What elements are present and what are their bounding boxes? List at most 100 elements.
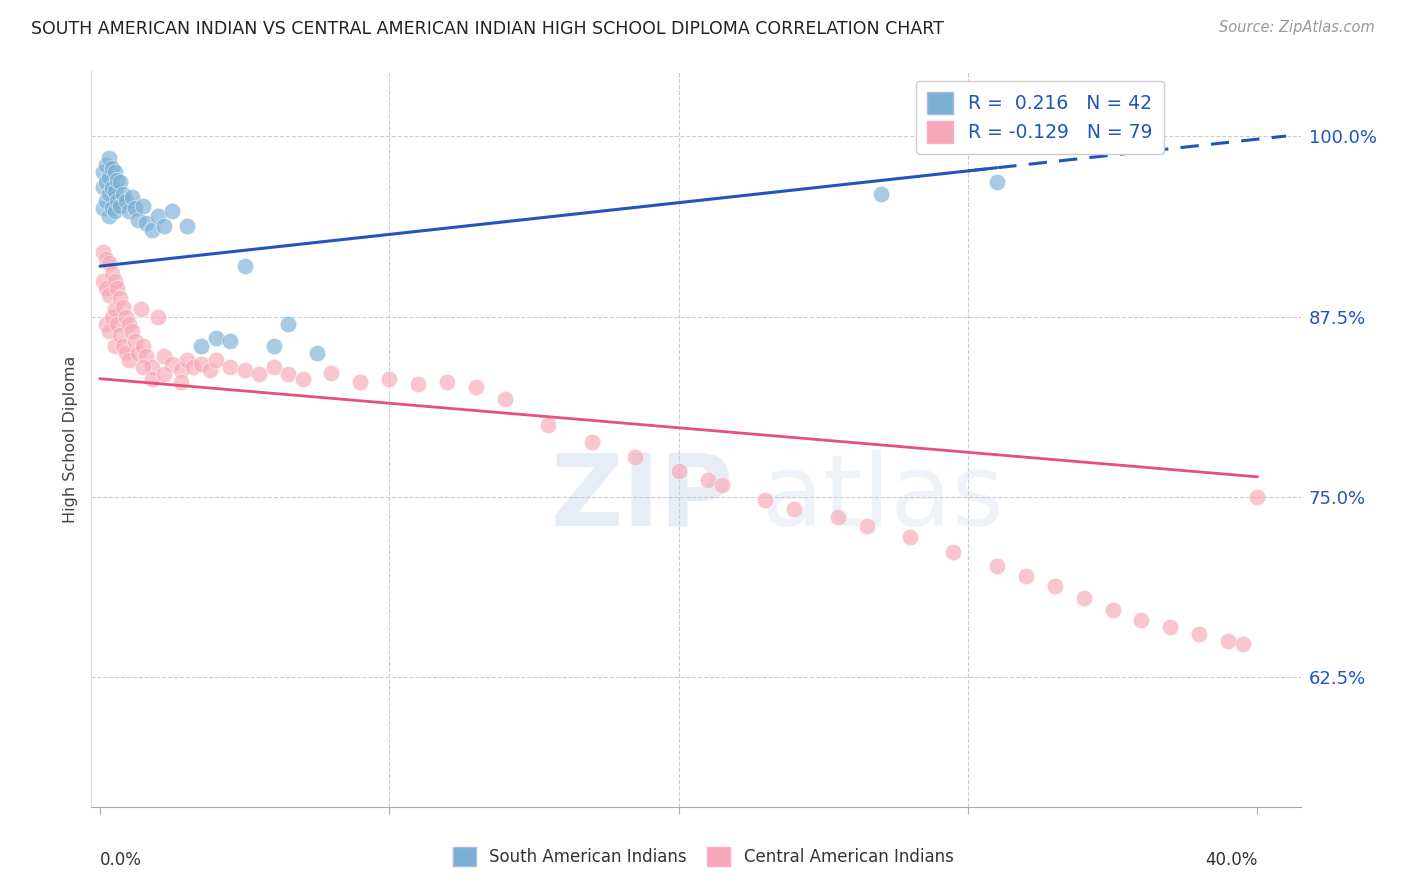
Point [754, 492, 776, 507]
Text: ZIP: ZIP [551, 450, 734, 547]
Point [103, 204, 125, 219]
Point [97, 169, 120, 184]
Point [162, 357, 184, 371]
Point [107, 281, 129, 295]
Point [1188, 627, 1211, 641]
Point [135, 216, 157, 230]
Text: 40.0%: 40.0% [1205, 851, 1257, 869]
Point [624, 450, 647, 464]
Point [94, 176, 117, 190]
Point [942, 545, 965, 559]
Point [135, 349, 157, 363]
Point [263, 338, 285, 352]
Point [115, 345, 138, 359]
Point [465, 380, 488, 394]
Point [129, 302, 152, 317]
Point [783, 501, 806, 516]
Point [146, 209, 169, 223]
Point [291, 372, 314, 386]
Point [696, 473, 718, 487]
Point [152, 368, 174, 382]
Point [100, 202, 122, 216]
Point [263, 360, 285, 375]
Point [112, 338, 135, 352]
Point [855, 519, 877, 533]
Point [121, 190, 143, 204]
Point [494, 392, 516, 406]
Point [115, 194, 138, 209]
Point [97, 324, 120, 338]
Point [127, 213, 149, 227]
Point [97, 151, 120, 165]
Point [121, 324, 143, 338]
Point [118, 204, 141, 219]
Point [141, 360, 163, 375]
Point [1043, 580, 1066, 594]
Point [204, 353, 226, 368]
Point [103, 302, 125, 317]
Point [97, 186, 120, 201]
Point [898, 530, 921, 544]
Point [711, 478, 734, 492]
Point [141, 372, 163, 386]
Point [100, 266, 122, 280]
Point [132, 198, 155, 212]
Point [277, 368, 299, 382]
Point [112, 186, 135, 201]
Point [1159, 620, 1181, 634]
Point [170, 363, 193, 377]
Point [406, 377, 429, 392]
Point [107, 317, 129, 331]
Point [132, 360, 155, 375]
Point [181, 360, 204, 375]
Point [176, 219, 198, 233]
Point [94, 194, 117, 209]
Legend: South American Indians, Central American Indians: South American Indians, Central American… [446, 840, 960, 873]
Point [100, 310, 122, 324]
Point [1073, 591, 1095, 605]
Point [100, 161, 122, 175]
Point [870, 186, 893, 201]
Point [94, 317, 117, 331]
Point [152, 349, 174, 363]
Point [378, 372, 401, 386]
Point [112, 300, 135, 314]
Text: SOUTH AMERICAN INDIAN VS CENTRAL AMERICAN INDIAN HIGH SCHOOL DIPLOMA CORRELATION: SOUTH AMERICAN INDIAN VS CENTRAL AMERICA… [31, 20, 943, 37]
Text: 0.0%: 0.0% [100, 851, 142, 869]
Point [204, 331, 226, 345]
Point [103, 165, 125, 179]
Point [91, 244, 114, 259]
Point [190, 357, 212, 371]
Point [107, 172, 129, 186]
Point [1232, 637, 1254, 651]
Point [233, 363, 256, 377]
Point [110, 198, 132, 212]
Point [1015, 569, 1038, 583]
Point [146, 310, 169, 324]
Point [537, 417, 560, 432]
Point [115, 310, 138, 324]
Point [986, 559, 1008, 574]
Point [94, 281, 117, 295]
Point [219, 360, 242, 375]
Point [581, 435, 603, 450]
Point [1246, 490, 1268, 504]
Point [97, 256, 120, 270]
Point [110, 291, 132, 305]
Point [190, 338, 212, 352]
Point [162, 204, 184, 219]
Point [321, 366, 343, 380]
Point [170, 375, 193, 389]
Point [349, 375, 371, 389]
Point [127, 345, 149, 359]
Point [124, 334, 146, 348]
Point [219, 334, 242, 348]
Point [118, 317, 141, 331]
Point [1130, 613, 1153, 627]
Y-axis label: High School Diploma: High School Diploma [63, 356, 79, 523]
Point [110, 328, 132, 343]
Point [247, 368, 270, 382]
Point [103, 338, 125, 352]
Point [233, 259, 256, 273]
Point [436, 375, 458, 389]
